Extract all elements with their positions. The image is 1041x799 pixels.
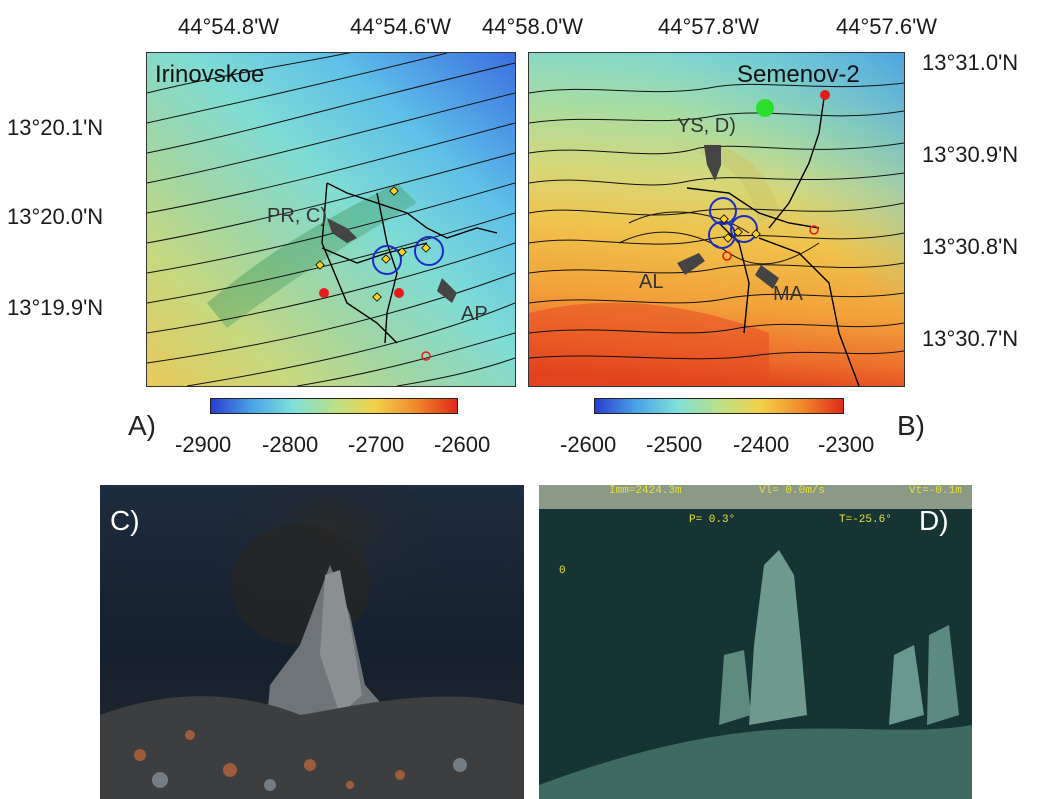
photo-black-smoker-pr: C) — [100, 485, 524, 799]
lat-tick-b-3: 13°30.8'N — [922, 234, 1019, 259]
lon-tick-a-1: 44°54.8'W — [178, 14, 280, 39]
bathymetry-map-irinovskoe: Irinovskoe PR, C) AP — [146, 52, 516, 387]
panel-label-a: A) — [128, 410, 156, 441]
colorbar-a-tick-2: -2800 — [262, 432, 319, 457]
site-title-semenov-2: Semenov-2 — [737, 61, 860, 88]
lat-tick-a-2: 13°20.0'N — [7, 204, 104, 229]
panel-label-b: B) — [897, 410, 925, 441]
marker-label-ys: YS, D) — [677, 115, 736, 137]
hud-vt: Vt=-0.1m — [909, 485, 962, 497]
hud-depth: Imm=2424.3m — [609, 485, 682, 497]
photo-c-graphic — [100, 485, 524, 799]
colorbar-b-tick-3: -2400 — [733, 432, 790, 457]
photo-d-graphic — [539, 485, 972, 799]
hud-vl: Vl= 0.0m/s — [759, 485, 826, 497]
panel-label-c: C) — [110, 505, 140, 536]
hud-scale-zero: 0 — [559, 565, 566, 577]
marker-label-ap: AP — [461, 303, 488, 325]
lat-tick-a-1: 13°20.1'N — [7, 115, 104, 140]
marker-label-al: AL — [639, 271, 664, 293]
marker-label-pr: PR, C) — [267, 205, 327, 227]
lat-tick-b-2: 13°30.9'N — [922, 142, 1019, 167]
lon-tick-b-1: 44°58.0'W — [482, 14, 584, 39]
colorbar-a-tick-3: -2700 — [348, 432, 405, 457]
lat-tick-a-3: 13°19.9'N — [7, 295, 104, 320]
photo-chimneys-ys: Imm=2424.3m Vl= 0.0m/s Vt=-0.1m P= 0.3° … — [539, 485, 972, 799]
panel-label-d: D) — [919, 505, 949, 536]
site-title-irinovskoe: Irinovskoe — [155, 61, 265, 88]
map-a-graphic — [147, 53, 515, 386]
colorbar-b-tick-2: -2500 — [646, 432, 703, 457]
colorbar-a-tick-4: -2600 — [434, 432, 491, 457]
lon-tick-a-2: 44°54.6'W — [350, 14, 452, 39]
lon-tick-b-2: 44°57.8'W — [658, 14, 760, 39]
lat-tick-b-4: 13°30.7'N — [922, 326, 1019, 351]
colorbar-a-tick-1: -2900 — [175, 432, 232, 457]
colorbar-b-tick-1: -2600 — [560, 432, 617, 457]
colorbar-b-tick-4: -2300 — [818, 432, 875, 457]
marker-label-ma: MA — [773, 283, 803, 305]
lat-tick-b-1: 13°31.0'N — [922, 50, 1019, 75]
colorbar-a — [210, 398, 458, 414]
lon-tick-b-3: 44°57.6'W — [836, 14, 938, 39]
bathymetry-map-semenov-2: Semenov-2 YS, D) AL MA — [528, 52, 905, 387]
hud-temp: T=-25.6° — [839, 514, 892, 526]
colorbar-b — [594, 398, 844, 414]
map-b-graphic — [529, 53, 904, 386]
hud-pitch: P= 0.3° — [689, 514, 736, 526]
